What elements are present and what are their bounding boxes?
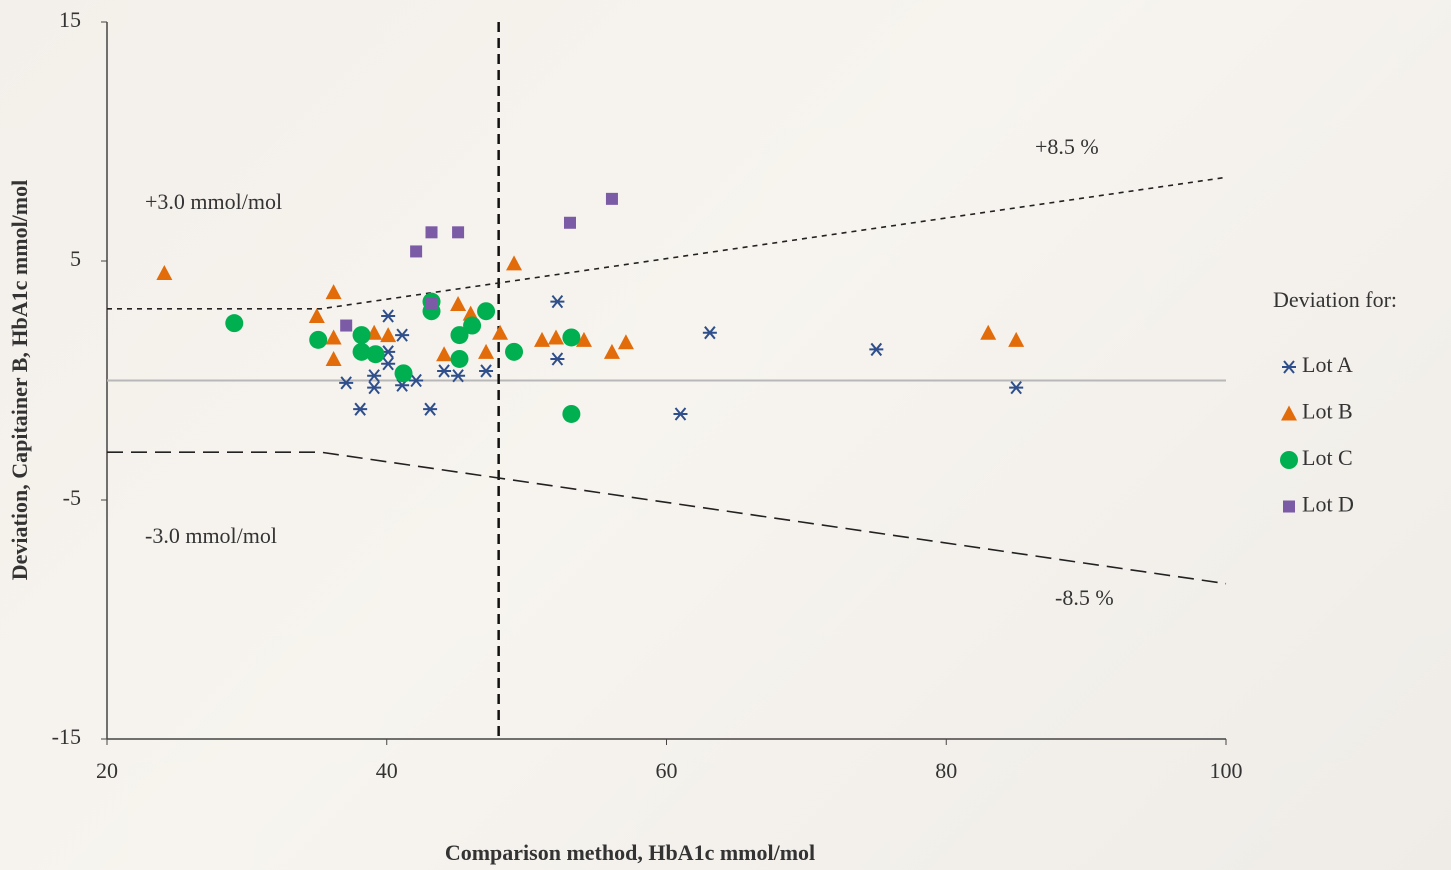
point (353, 403, 367, 415)
legend-title: Deviation for: (1273, 287, 1397, 312)
legend-label: Lot D (1302, 492, 1354, 517)
annotation: -8.5 % (1055, 585, 1114, 610)
x-tick-label: 20 (96, 758, 118, 783)
legend-label: Lot A (1302, 352, 1353, 377)
point (353, 326, 371, 344)
point (423, 403, 437, 415)
annotation: +3.0 mmol/mol (145, 189, 282, 214)
point (550, 353, 564, 365)
legend-marker (1283, 501, 1295, 513)
legend-label: Lot B (1302, 399, 1353, 424)
point (604, 344, 620, 359)
chart: Comparison method, HbA1c mmol/mol Deviat… (0, 0, 1451, 870)
x-tick-label: 40 (376, 758, 398, 783)
limit-line (107, 452, 1226, 583)
point (339, 377, 353, 389)
point (562, 328, 580, 346)
point (309, 331, 327, 349)
point (381, 310, 395, 322)
point (340, 320, 352, 332)
point (156, 265, 172, 280)
point (564, 217, 576, 229)
point (550, 296, 564, 308)
point (395, 329, 409, 341)
point (477, 302, 495, 320)
point (548, 329, 564, 344)
point (436, 346, 452, 361)
point (505, 343, 523, 361)
point (606, 193, 618, 205)
point (395, 364, 413, 382)
x-tick-label: 60 (656, 758, 678, 783)
y-axis-title: Deviation, Capitainer B, HbA1c mmol/mol (7, 180, 32, 580)
point (478, 344, 494, 359)
point (450, 296, 466, 311)
point (426, 226, 438, 238)
point (380, 327, 396, 342)
point (492, 325, 508, 340)
point (326, 351, 342, 366)
point (326, 284, 342, 299)
point (562, 405, 580, 423)
point (980, 325, 996, 340)
legend-marker (1280, 451, 1298, 469)
point (225, 314, 243, 332)
x-tick-label: 100 (1210, 758, 1243, 783)
point (309, 308, 325, 323)
point (367, 382, 381, 394)
legend-label: Lot C (1302, 445, 1353, 470)
point (618, 334, 634, 349)
y-tick-label: 5 (70, 246, 81, 271)
annotation: +8.5 % (1035, 134, 1099, 159)
point (437, 365, 451, 377)
point (869, 343, 883, 355)
point (326, 329, 342, 344)
legend-marker (1281, 406, 1297, 421)
point (450, 350, 468, 368)
y-tick-label: -5 (63, 485, 81, 510)
point (703, 327, 717, 339)
point (479, 365, 493, 377)
point (367, 345, 385, 363)
annotation: -3.0 mmol/mol (145, 523, 277, 548)
point (534, 332, 550, 347)
legend-marker (1282, 361, 1296, 373)
x-tick-label: 80 (935, 758, 957, 783)
point (506, 255, 522, 270)
point (1009, 382, 1023, 394)
y-tick-label: 15 (59, 7, 81, 32)
point (381, 358, 395, 370)
point (426, 298, 438, 310)
x-axis-title: Comparison method, HbA1c mmol/mol (445, 840, 815, 865)
point (410, 245, 422, 257)
point (452, 226, 464, 238)
y-tick-label: -15 (52, 724, 81, 749)
point (1008, 332, 1024, 347)
point (673, 408, 687, 420)
point (463, 317, 481, 335)
